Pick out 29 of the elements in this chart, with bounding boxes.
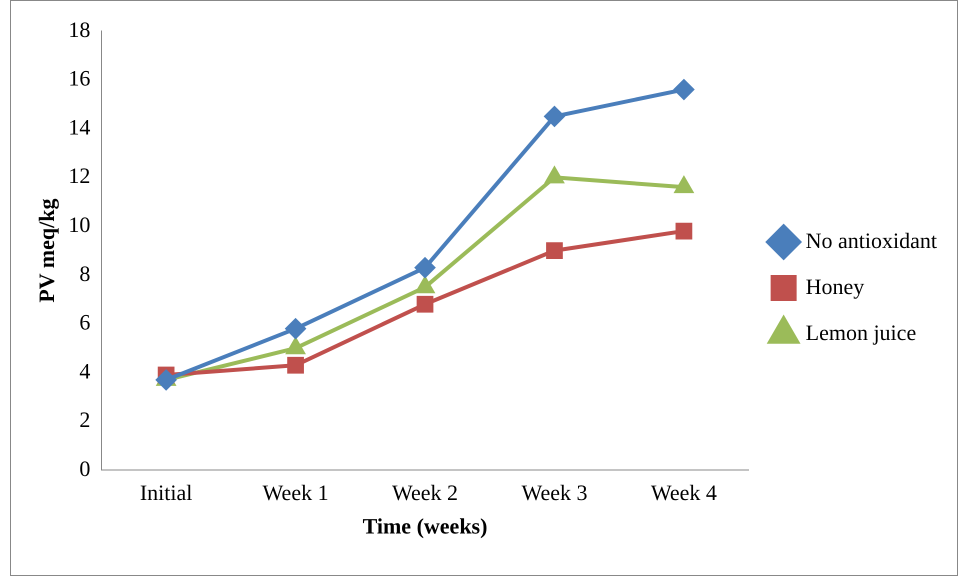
x-tick-label: Week 1	[262, 480, 329, 506]
x-axis-title: Time (weeks)	[362, 513, 488, 538]
point	[544, 106, 564, 126]
y-tick-label: 8	[79, 260, 90, 286]
point	[287, 356, 304, 374]
y-tick-label: 2	[79, 407, 90, 432]
x-tick-label: Initial	[140, 480, 192, 506]
y-tick-label: 10	[68, 212, 90, 237]
x-tick-label: Week 4	[650, 480, 717, 506]
point	[156, 370, 176, 390]
y-tick-label: 16	[68, 66, 90, 91]
y-axis-title: PV meq/kg	[34, 198, 59, 303]
point	[674, 80, 694, 100]
legend-label: Lemon juice	[806, 320, 916, 345]
legend-label: No antioxidant	[806, 228, 938, 253]
point	[546, 242, 563, 259]
point	[415, 258, 436, 278]
y-tick-label: 12	[68, 163, 90, 188]
y-tick-label: 18	[68, 16, 90, 42]
x-tick-label: Week 3	[521, 480, 588, 506]
point	[416, 296, 434, 313]
y-tick-label: 14	[68, 114, 90, 140]
y-tick-label: 0	[79, 456, 90, 481]
point	[676, 222, 692, 240]
x-tick-label: Week 2	[392, 480, 458, 506]
y-tick-label: 4	[79, 358, 90, 384]
point	[286, 318, 306, 339]
y-tick-label: 6	[79, 310, 90, 335]
legend-label: Honey	[806, 274, 864, 299]
